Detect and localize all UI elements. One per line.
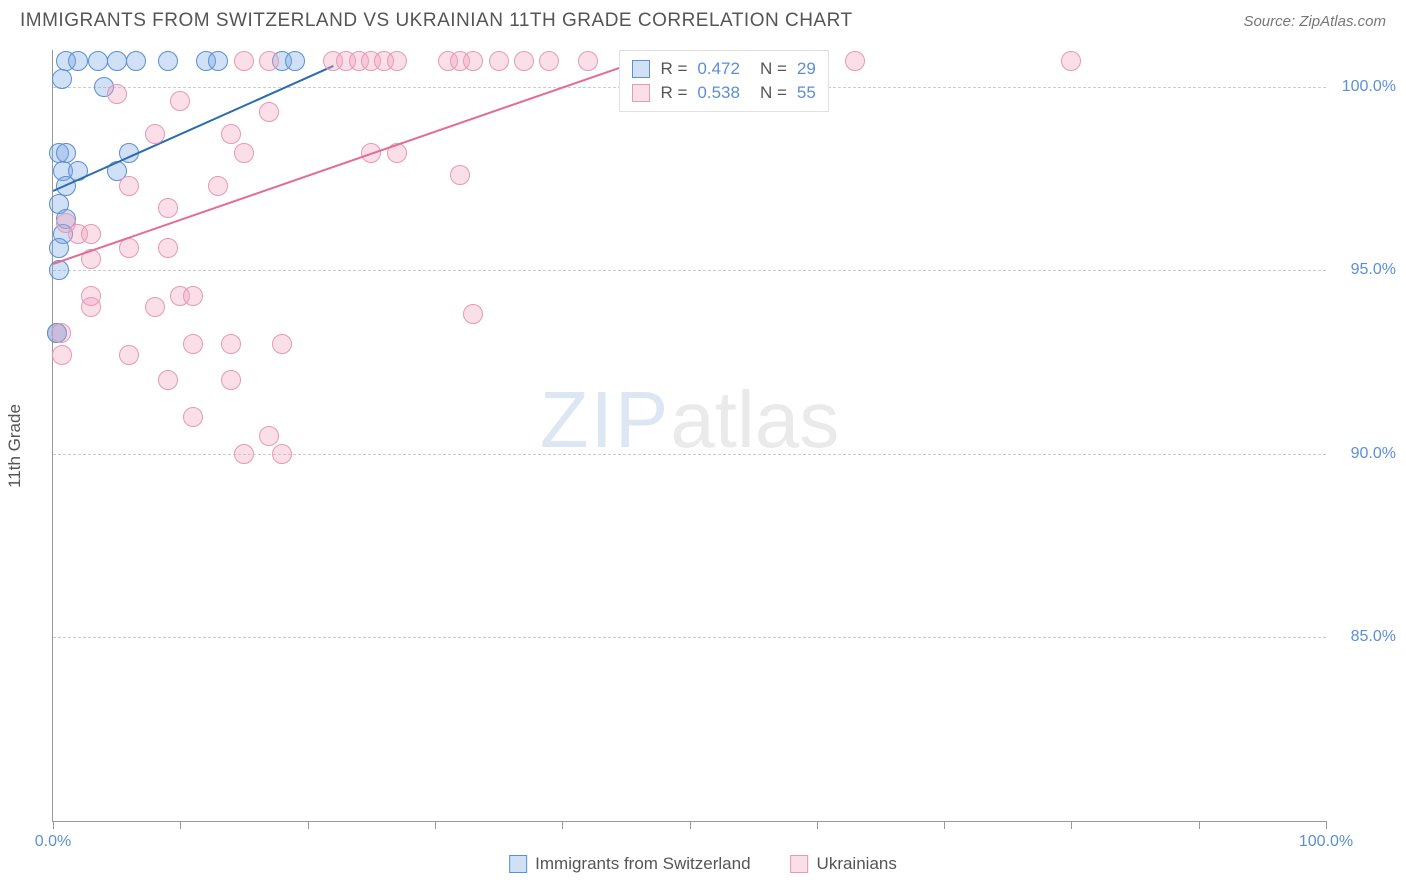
stats-row: R = 0.538 N = 55: [632, 81, 815, 105]
stat-n-label: N =: [760, 59, 787, 79]
data-point: [234, 143, 254, 163]
data-point: [107, 84, 127, 104]
stat-r-value: 0.472: [697, 59, 740, 79]
data-point: [463, 51, 483, 71]
data-point: [489, 51, 509, 71]
stats-row: R = 0.472 N = 29: [632, 57, 815, 81]
x-tick: [562, 821, 563, 829]
data-point: [119, 176, 139, 196]
data-point: [234, 51, 254, 71]
data-point: [52, 69, 72, 89]
data-point: [183, 407, 203, 427]
chart-plot-area: ZIPatlas 85.0%90.0%95.0%100.0%0.0%100.0%…: [52, 50, 1326, 822]
data-point: [158, 51, 178, 71]
data-point: [170, 91, 190, 111]
legend-swatch: [632, 60, 650, 78]
legend-swatch: [632, 84, 650, 102]
x-tick: [1071, 821, 1072, 829]
y-axis-label: 11th Grade: [5, 404, 25, 488]
chart-title: IMMIGRANTS FROM SWITZERLAND VS UKRAINIAN…: [20, 10, 853, 32]
watermark-zip: ZIP: [540, 375, 670, 464]
legend-swatch: [509, 855, 527, 873]
data-point: [119, 238, 139, 258]
data-point: [845, 51, 865, 71]
data-point: [145, 124, 165, 144]
data-point: [81, 286, 101, 306]
data-point: [81, 224, 101, 244]
data-point: [208, 51, 228, 71]
data-point: [126, 51, 146, 71]
y-tick-label: 90.0%: [1351, 445, 1396, 463]
data-point: [158, 238, 178, 258]
legend-label: Ukrainians: [817, 854, 897, 874]
data-point: [208, 176, 228, 196]
stat-n-value: 55: [797, 83, 816, 103]
data-point: [259, 426, 279, 446]
data-point: [183, 286, 203, 306]
data-point: [259, 51, 279, 71]
data-point: [387, 51, 407, 71]
y-tick-label: 85.0%: [1351, 628, 1396, 646]
x-tick-label: 0.0%: [35, 833, 71, 851]
bottom-legend: Immigrants from Switzerland Ukrainians: [509, 854, 897, 874]
data-point: [463, 304, 483, 324]
watermark: ZIPatlas: [540, 374, 839, 466]
data-point: [272, 444, 292, 464]
trend-line: [53, 65, 627, 265]
data-point: [514, 51, 534, 71]
stat-r-label: R =: [660, 59, 687, 79]
y-tick-label: 95.0%: [1351, 261, 1396, 279]
watermark-atlas: atlas: [670, 375, 839, 464]
data-point: [68, 51, 88, 71]
data-point: [539, 51, 559, 71]
x-tick: [1326, 821, 1327, 829]
data-point: [52, 345, 72, 365]
data-point: [107, 51, 127, 71]
stat-r-value: 0.538: [697, 83, 740, 103]
legend-label: Immigrants from Switzerland: [535, 854, 750, 874]
data-point: [56, 213, 76, 233]
x-tick: [817, 821, 818, 829]
stat-n-value: 29: [797, 59, 816, 79]
data-point: [234, 444, 254, 464]
x-tick: [308, 821, 309, 829]
data-point: [49, 238, 69, 258]
x-tick: [1199, 821, 1200, 829]
data-point: [285, 51, 305, 71]
x-tick: [435, 821, 436, 829]
data-point: [158, 370, 178, 390]
data-point: [158, 198, 178, 218]
data-point: [221, 370, 241, 390]
legend-swatch: [791, 855, 809, 873]
data-point: [221, 124, 241, 144]
chart-header: IMMIGRANTS FROM SWITZERLAND VS UKRAINIAN…: [0, 0, 1406, 37]
data-point: [88, 51, 108, 71]
data-point: [145, 297, 165, 317]
gridline: [53, 637, 1326, 638]
stat-n-label: N =: [760, 83, 787, 103]
x-tick: [944, 821, 945, 829]
data-point: [56, 143, 76, 163]
x-tick: [180, 821, 181, 829]
data-point: [1061, 51, 1081, 71]
legend-item: Immigrants from Switzerland: [509, 854, 750, 874]
x-tick: [53, 821, 54, 829]
data-point: [221, 334, 241, 354]
stats-box: R = 0.472 N = 29 R = 0.538 N = 55: [619, 50, 828, 112]
gridline: [53, 270, 1326, 271]
y-tick-label: 100.0%: [1342, 78, 1396, 96]
x-tick: [690, 821, 691, 829]
legend-item: Ukrainians: [791, 854, 897, 874]
data-point: [578, 51, 598, 71]
data-point: [183, 334, 203, 354]
chart-source: Source: ZipAtlas.com: [1243, 13, 1386, 30]
stat-r-label: R =: [660, 83, 687, 103]
x-tick-label: 100.0%: [1299, 833, 1353, 851]
data-point: [450, 165, 470, 185]
data-point: [259, 102, 279, 122]
data-point: [51, 323, 71, 343]
data-point: [272, 334, 292, 354]
data-point: [119, 345, 139, 365]
